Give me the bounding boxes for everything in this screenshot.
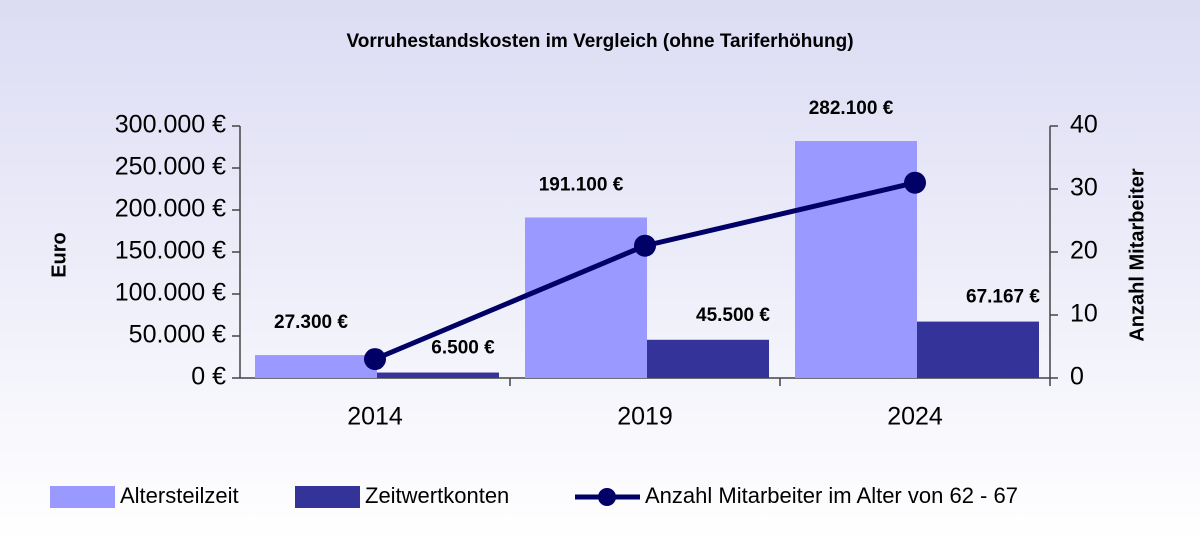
- y2-axis-title: Anzahl Mitarbeiter: [1126, 168, 1148, 342]
- y2-tick-label: 10: [1070, 300, 1098, 328]
- legend: Altersteilzeit Zeitwertkonten Anzahl Mitar…: [50, 483, 1018, 508]
- y2-tick-label: 0: [1070, 363, 1084, 391]
- chart-title: Vorruhestandskosten im Vergleich (ohne T…: [346, 31, 853, 52]
- y-tick-label: 0 €: [191, 363, 226, 391]
- legend-label: Anzahl Mitarbeiter im Alter von 62 - 67: [645, 483, 1018, 508]
- y-tick-label: 100.000 €: [115, 279, 226, 307]
- y-tick-label: 200.000 €: [115, 195, 226, 223]
- y-tick-label: 300.000 €: [115, 111, 226, 139]
- value-label: 191.100 €: [539, 174, 624, 195]
- x-tick-label: 2014: [347, 403, 403, 431]
- y2-tick-label: 30: [1070, 174, 1098, 202]
- value-label: 45.500 €: [696, 305, 770, 326]
- x-tick-label: 2019: [617, 403, 673, 431]
- legend-swatch: [295, 486, 360, 508]
- bar: [255, 355, 377, 378]
- legend-swatch: [50, 486, 115, 508]
- y2-tick-label: 20: [1070, 237, 1098, 265]
- line-marker: [634, 234, 656, 257]
- legend-label: Zeitwertkonten: [365, 483, 509, 508]
- value-label: 67.167 €: [966, 287, 1040, 308]
- y-tick-label: 150.000 €: [115, 237, 226, 265]
- legend-swatch: [598, 488, 616, 506]
- bar: [795, 141, 917, 378]
- y-axis-title: Euro: [48, 232, 70, 278]
- bar: [647, 339, 769, 378]
- y-tick-label: 250.000 €: [115, 153, 226, 181]
- bar: [377, 372, 499, 378]
- bar: [917, 321, 1039, 378]
- bar: [525, 217, 647, 378]
- line-marker: [904, 171, 926, 194]
- y-tick-label: 50.000 €: [129, 321, 226, 349]
- legend-label: Altersteilzeit: [120, 483, 239, 508]
- y2-tick-label: 40: [1070, 111, 1098, 139]
- x-tick-label: 2024: [887, 403, 943, 431]
- value-label: 6.500 €: [431, 338, 495, 359]
- plot-area: 0 € 50.000 € 100.000 € 150.000 € 200.000 € 25…: [115, 98, 1098, 431]
- value-label: 27.300 €: [274, 312, 348, 333]
- line-marker: [364, 348, 386, 371]
- value-label: 282.100 €: [809, 98, 894, 119]
